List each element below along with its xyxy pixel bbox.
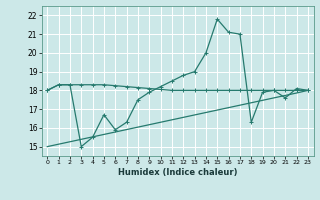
X-axis label: Humidex (Indice chaleur): Humidex (Indice chaleur) bbox=[118, 168, 237, 177]
